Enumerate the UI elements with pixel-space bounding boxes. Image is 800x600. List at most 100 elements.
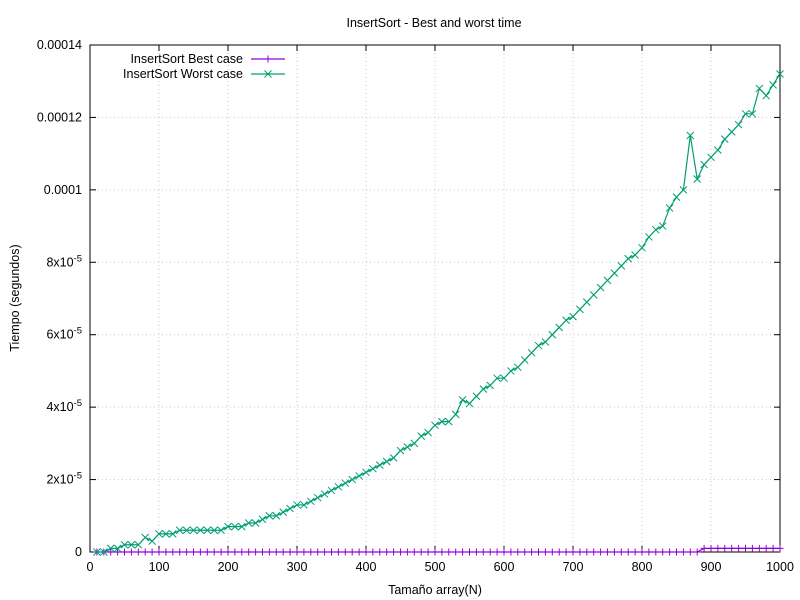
data-point bbox=[645, 233, 653, 241]
data-point bbox=[610, 269, 619, 278]
data-point bbox=[279, 508, 288, 517]
chart-title: InsertSort - Best and worst time bbox=[346, 16, 521, 30]
data-point bbox=[417, 432, 426, 440]
data-point bbox=[265, 548, 273, 556]
data-point bbox=[707, 153, 715, 162]
legend-entry-best: InsertSort Best case bbox=[130, 52, 285, 66]
data-point bbox=[189, 526, 198, 535]
data-point bbox=[452, 548, 460, 556]
data-point bbox=[514, 548, 522, 556]
data-point bbox=[728, 544, 736, 552]
data-point bbox=[176, 548, 184, 556]
data-point bbox=[714, 146, 722, 154]
data-point bbox=[679, 186, 688, 194]
data-point bbox=[541, 548, 549, 556]
data-point bbox=[113, 544, 122, 553]
data-point bbox=[397, 548, 404, 556]
data-point bbox=[631, 251, 639, 259]
data-point bbox=[569, 548, 577, 556]
data-point bbox=[555, 323, 564, 332]
data-point bbox=[341, 479, 350, 488]
data-point bbox=[472, 392, 481, 401]
data-point bbox=[658, 222, 667, 230]
x-tick-label: 600 bbox=[494, 560, 515, 574]
data-point bbox=[238, 548, 246, 556]
data-point bbox=[638, 243, 646, 252]
data-point bbox=[569, 312, 577, 321]
data-point bbox=[362, 548, 370, 556]
data-point bbox=[762, 91, 771, 100]
data-point bbox=[666, 548, 674, 556]
data-point bbox=[231, 522, 239, 531]
data-point bbox=[265, 511, 274, 520]
data-point bbox=[93, 548, 101, 556]
data-point bbox=[444, 417, 453, 426]
data-point bbox=[486, 548, 494, 556]
data-point bbox=[307, 548, 315, 556]
data-point bbox=[652, 548, 660, 556]
data-point bbox=[148, 537, 156, 545]
data-point bbox=[348, 548, 356, 556]
legend-marker-best bbox=[264, 55, 272, 63]
data-point bbox=[334, 482, 343, 491]
x-tick-labels: 0 100 200 300 400 500 600 700 800 900 1000 bbox=[87, 560, 794, 574]
data-point bbox=[114, 548, 122, 556]
data-point bbox=[610, 548, 618, 556]
data-point bbox=[251, 519, 260, 527]
data-point bbox=[590, 548, 598, 556]
series-best-case bbox=[93, 544, 784, 556]
data-point bbox=[190, 548, 197, 556]
data-point bbox=[327, 486, 336, 495]
data-point bbox=[245, 548, 253, 556]
data-point bbox=[203, 526, 212, 535]
data-point bbox=[576, 305, 584, 314]
data-point bbox=[521, 548, 529, 556]
data-point bbox=[465, 399, 474, 408]
data-point bbox=[403, 443, 412, 451]
data-point bbox=[535, 548, 542, 556]
data-point bbox=[107, 548, 115, 556]
data-point bbox=[383, 548, 391, 556]
data-point bbox=[424, 428, 432, 437]
data-point bbox=[127, 540, 136, 549]
data-point bbox=[472, 548, 480, 556]
data-point bbox=[741, 109, 750, 118]
data-point bbox=[748, 109, 757, 118]
data-point bbox=[196, 548, 204, 556]
data-point bbox=[141, 548, 149, 556]
x-tick-label: 300 bbox=[287, 560, 308, 574]
y-tick-label: 0.00014 bbox=[37, 38, 82, 52]
data-point bbox=[597, 548, 605, 556]
x-tick-label: 500 bbox=[425, 560, 446, 574]
x-tick-label: 100 bbox=[149, 560, 170, 574]
data-point bbox=[721, 544, 729, 552]
data-point bbox=[300, 501, 308, 509]
legend: InsertSort Best case InsertSort Worst ca… bbox=[123, 52, 285, 81]
grid bbox=[90, 45, 780, 552]
data-point bbox=[562, 548, 570, 556]
data-point bbox=[369, 464, 377, 473]
data-point bbox=[672, 193, 681, 201]
x-tick-label: 400 bbox=[356, 560, 377, 574]
data-point bbox=[403, 548, 411, 556]
data-point bbox=[445, 548, 453, 556]
data-point bbox=[127, 548, 135, 556]
data-point bbox=[182, 526, 191, 535]
data-point bbox=[714, 544, 722, 552]
data-point bbox=[624, 254, 633, 263]
data-point bbox=[196, 526, 205, 535]
x-tick-label: 900 bbox=[701, 560, 722, 574]
data-point bbox=[334, 548, 342, 556]
y-tick-label: 0.00012 bbox=[37, 110, 82, 124]
data-point bbox=[231, 548, 239, 556]
data-point bbox=[134, 540, 143, 549]
data-point bbox=[451, 410, 460, 419]
data-point bbox=[665, 204, 674, 212]
x-tick-label: 800 bbox=[632, 560, 653, 574]
data-point bbox=[755, 84, 764, 93]
data-point bbox=[175, 526, 184, 535]
data-point bbox=[582, 298, 591, 306]
data-point bbox=[686, 131, 695, 140]
data-point bbox=[120, 540, 129, 549]
data-point bbox=[479, 548, 487, 556]
